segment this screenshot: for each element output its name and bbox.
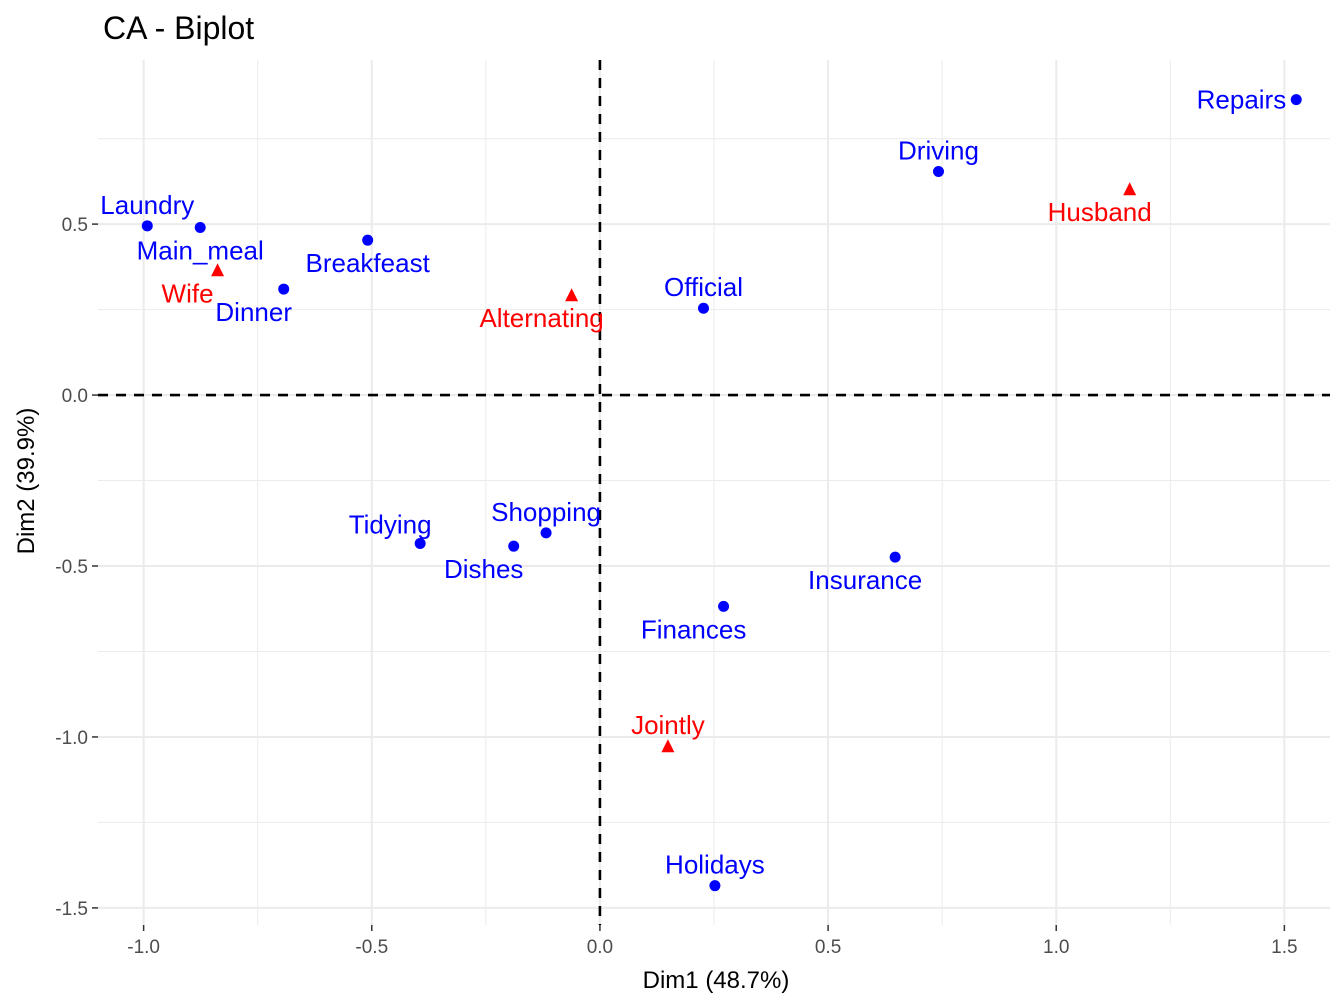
point-label: Wife: [162, 278, 214, 308]
point-label: Dinner: [215, 297, 292, 327]
point-label: Official: [664, 272, 743, 302]
point-label: Alternating: [479, 303, 603, 333]
point-marker: [362, 234, 374, 246]
point-marker: [194, 222, 206, 234]
y-axis-title: Dim2 (39.9%): [13, 408, 40, 555]
point-marker: [278, 283, 290, 295]
point-label: Laundry: [100, 190, 194, 220]
point-label: Tidying: [349, 509, 432, 539]
point-marker: [141, 220, 153, 232]
point-marker: [1290, 94, 1302, 106]
point-label: Holidays: [665, 850, 765, 880]
x-tick-label: 1.0: [1043, 937, 1069, 958]
triangle-marker: [1123, 182, 1137, 196]
x-axis-title: Dim1 (48.7%): [643, 967, 790, 994]
x-tick-label: 1.5: [1271, 937, 1297, 958]
point-label: Husband: [1048, 197, 1152, 227]
grid: [98, 60, 1330, 925]
point-marker: [698, 302, 710, 314]
x-axis: -1.0 -0.5 0.0 0.5 1.0 1.5: [127, 925, 1298, 958]
point-marker: [508, 540, 520, 552]
point-marker: [709, 880, 721, 892]
point-label: Shopping: [491, 497, 601, 527]
reference-lines: [98, 60, 1330, 925]
point-marker: [932, 165, 944, 177]
chart-title: CA - Biplot: [103, 10, 254, 46]
y-tick-label: 0.0: [62, 386, 88, 407]
y-tick-label: 0.5: [62, 215, 88, 236]
point-label: Dishes: [444, 554, 523, 584]
y-tick-label: -1.5: [55, 899, 88, 920]
point-marker: [889, 551, 901, 563]
y-tick-label: -1.0: [55, 728, 88, 749]
point-marker: [414, 537, 426, 549]
point-label: Breakfeast: [306, 248, 431, 278]
x-tick-label: -1.0: [127, 937, 160, 958]
x-tick-label: -0.5: [355, 937, 388, 958]
point-label: Jointly: [631, 710, 705, 740]
data-points: [141, 94, 1302, 892]
y-tick-label: -0.5: [55, 557, 88, 578]
triangle-marker: [211, 263, 225, 277]
point-label: Finances: [641, 614, 747, 644]
point-labels: Laundry Main_meal Dinner Breakfeast Tidying D…: [100, 85, 1286, 880]
point-label: Driving: [898, 135, 979, 165]
point-label: Main_meal: [137, 236, 264, 266]
point-marker: [540, 527, 552, 539]
triangle-marker: [565, 288, 579, 302]
triangle-marker: [661, 739, 675, 753]
x-tick-label: 0.0: [587, 937, 613, 958]
point-label: Insurance: [808, 565, 922, 595]
x-tick-label: 0.5: [815, 937, 841, 958]
y-axis: -1.5 -1.0 -0.5 0.0 0.5: [55, 215, 98, 920]
point-marker: [718, 600, 730, 612]
point-label: Repairs: [1197, 85, 1287, 115]
